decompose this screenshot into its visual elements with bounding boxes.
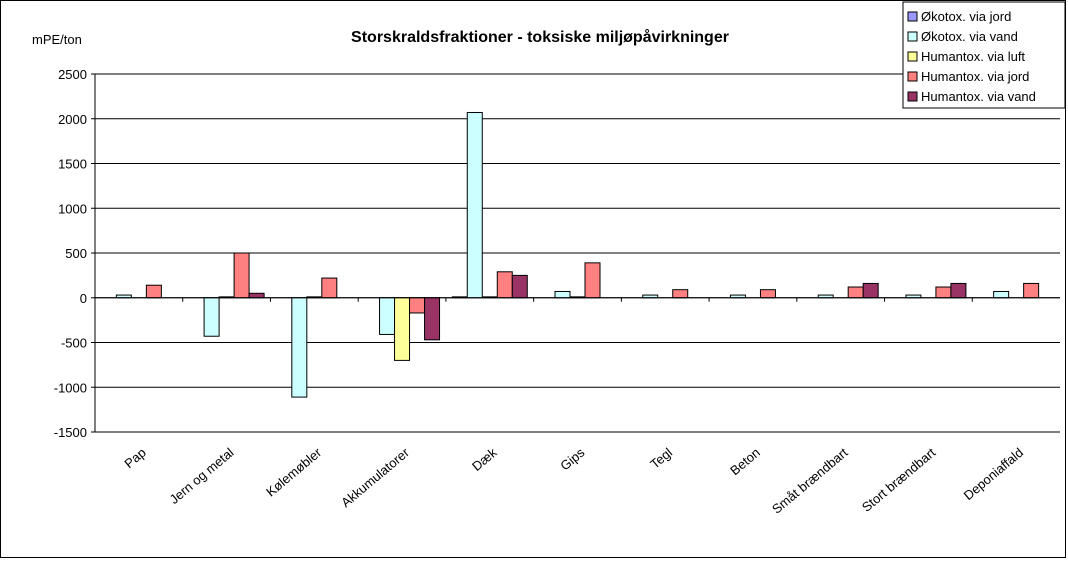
chart-title: Storskraldsfraktioner - toksiske miljøpå…: [351, 28, 729, 46]
bar: [584, 262, 601, 299]
bar: [379, 297, 396, 335]
legend-label: Økotox. via jord: [921, 9, 1011, 24]
legend-label: Humantox. via vand: [921, 89, 1036, 104]
bar: [935, 286, 952, 299]
legend-swatch: [907, 51, 918, 62]
legend-label: Humantox. via luft: [921, 49, 1025, 64]
y-tick-label: 2000: [58, 112, 87, 127]
bar: [233, 252, 250, 299]
bar: [759, 289, 776, 299]
bar: [394, 297, 411, 361]
legend-label: Humantox. via jord: [921, 69, 1029, 84]
bar: [466, 111, 483, 299]
bar: [409, 297, 426, 314]
bar: [847, 286, 864, 299]
y-axis-label: mPE/ton: [32, 32, 82, 47]
bar: [496, 271, 513, 299]
bar: [862, 282, 879, 299]
legend-swatch: [907, 31, 918, 42]
bar: [291, 297, 308, 398]
legend-swatch: [907, 71, 918, 82]
y-tick-label: -1500: [54, 425, 87, 440]
y-tick-label: 1500: [58, 157, 87, 172]
bar: [1023, 282, 1040, 299]
bar: [950, 282, 967, 299]
legend-swatch: [907, 11, 918, 22]
bar: [511, 274, 528, 299]
y-tick-label: 1000: [58, 201, 87, 216]
y-tick-label: 2500: [58, 67, 87, 82]
legend-label: Økotox. via vand: [921, 29, 1018, 44]
bar: [554, 290, 571, 299]
bar: [993, 290, 1010, 299]
bar: [145, 284, 162, 299]
legend-box: [902, 1, 1066, 109]
bar: [321, 277, 338, 299]
bar: [672, 289, 689, 299]
y-tick-label: -500: [61, 336, 87, 351]
y-tick-label: -1000: [54, 380, 87, 395]
bar: [424, 297, 441, 341]
legend-swatch: [907, 91, 918, 102]
bar: [248, 292, 265, 299]
bar: [203, 297, 220, 337]
y-tick-label: 0: [80, 291, 87, 306]
y-tick-label: 500: [65, 246, 87, 261]
